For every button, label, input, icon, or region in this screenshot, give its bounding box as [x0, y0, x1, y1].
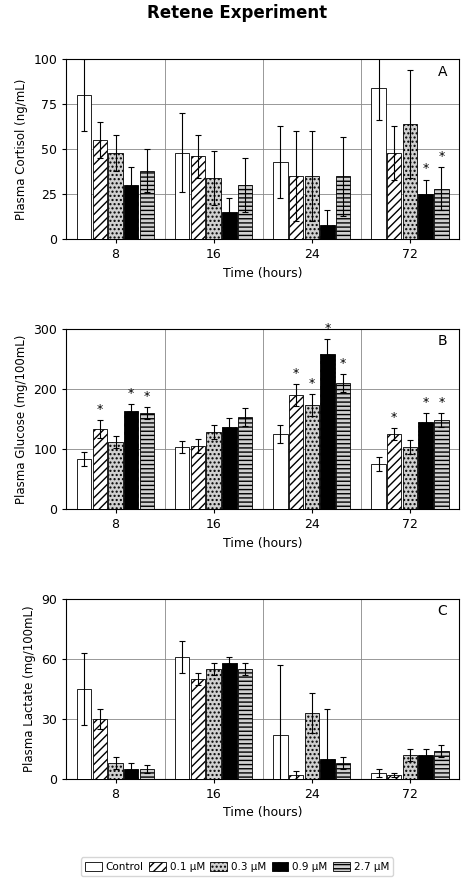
Bar	[77, 689, 91, 779]
Bar	[222, 212, 237, 239]
Bar	[289, 176, 303, 239]
Bar	[320, 758, 335, 779]
Bar	[108, 153, 123, 239]
Text: *: *	[438, 396, 445, 409]
X-axis label: Time (hours): Time (hours)	[223, 267, 302, 280]
Bar	[305, 176, 319, 239]
Bar	[434, 189, 448, 239]
Bar	[320, 224, 335, 239]
Bar	[273, 162, 288, 239]
Text: *: *	[324, 321, 331, 335]
Bar	[92, 140, 107, 239]
Bar	[207, 669, 221, 779]
Text: *: *	[340, 357, 346, 370]
Bar	[371, 88, 386, 239]
Bar	[191, 156, 205, 239]
Bar	[77, 95, 91, 239]
Bar	[124, 411, 138, 509]
Bar	[371, 773, 386, 779]
Bar	[403, 447, 417, 509]
Bar	[305, 405, 319, 509]
Bar	[305, 713, 319, 779]
X-axis label: Time (hours): Time (hours)	[223, 806, 302, 819]
Y-axis label: Plasma Glucose (mg/100mL): Plasma Glucose (mg/100mL)	[15, 335, 28, 503]
Legend: Control, 0.1 μM, 0.3 μM, 0.9 μM, 2.7 μM: Control, 0.1 μM, 0.3 μM, 0.9 μM, 2.7 μM	[81, 857, 393, 876]
Bar	[434, 420, 448, 509]
Bar	[140, 769, 154, 779]
Bar	[175, 447, 190, 509]
Bar	[238, 185, 252, 239]
Text: *: *	[438, 149, 445, 162]
Bar	[77, 459, 91, 509]
Bar	[289, 395, 303, 509]
Text: *: *	[293, 366, 299, 380]
Bar	[140, 170, 154, 239]
Text: C: C	[438, 604, 447, 618]
Text: A: A	[438, 64, 447, 79]
Bar	[273, 735, 288, 779]
Y-axis label: Plasma Lactate (mg/100mL): Plasma Lactate (mg/100mL)	[23, 606, 36, 773]
Bar	[336, 763, 350, 779]
X-axis label: Time (hours): Time (hours)	[223, 537, 302, 549]
Bar	[92, 719, 107, 779]
Bar	[403, 124, 417, 239]
Bar	[320, 354, 335, 509]
Bar	[336, 383, 350, 509]
Bar	[108, 763, 123, 779]
Text: *: *	[422, 162, 429, 175]
Bar	[403, 755, 417, 779]
Bar	[175, 657, 190, 779]
Bar	[92, 429, 107, 509]
Text: *: *	[391, 411, 397, 424]
Bar	[387, 775, 401, 779]
Text: *: *	[97, 403, 103, 416]
Bar	[419, 194, 433, 239]
Bar	[222, 426, 237, 509]
Text: *: *	[128, 387, 134, 399]
Bar	[273, 434, 288, 509]
Bar	[419, 755, 433, 779]
Bar	[207, 178, 221, 239]
Bar	[238, 417, 252, 509]
Text: *: *	[309, 377, 315, 390]
Bar	[336, 176, 350, 239]
Bar	[371, 464, 386, 509]
Bar	[175, 153, 190, 239]
Text: B: B	[438, 335, 447, 349]
Bar	[124, 769, 138, 779]
Bar	[419, 422, 433, 509]
Bar	[387, 153, 401, 239]
Bar	[434, 751, 448, 779]
Bar	[108, 442, 123, 509]
Bar	[140, 413, 154, 509]
Bar	[191, 679, 205, 779]
Text: *: *	[422, 396, 429, 409]
Bar	[222, 663, 237, 779]
Bar	[387, 434, 401, 509]
Bar	[289, 775, 303, 779]
Text: Retene Experiment: Retene Experiment	[147, 4, 327, 22]
Bar	[207, 432, 221, 509]
Bar	[124, 185, 138, 239]
Bar	[238, 669, 252, 779]
Text: *: *	[144, 389, 150, 403]
Y-axis label: Plasma Cortisol (ng/mL): Plasma Cortisol (ng/mL)	[15, 79, 28, 220]
Bar	[191, 446, 205, 509]
